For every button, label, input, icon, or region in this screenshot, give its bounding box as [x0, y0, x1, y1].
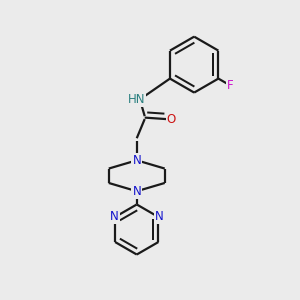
Text: N: N — [132, 185, 141, 198]
Text: O: O — [167, 112, 176, 126]
Text: F: F — [226, 79, 233, 92]
Text: HN: HN — [128, 93, 146, 106]
Text: N: N — [132, 154, 141, 167]
Text: N: N — [154, 210, 164, 223]
Text: N: N — [110, 210, 119, 223]
